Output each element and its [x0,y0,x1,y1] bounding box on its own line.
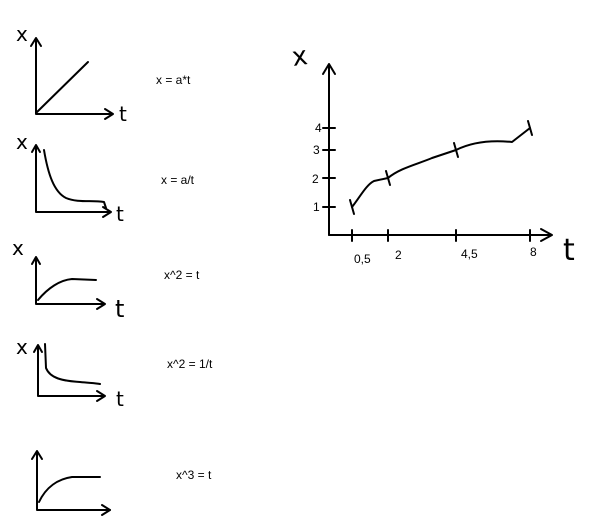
mini-graph-sqrt-curve [37,278,97,301]
mini-graph-sqrt-y-arrow [31,256,41,265]
mini-graph-inverse-sqrt-x-label: x [16,335,28,359]
x-tick-label-4: 4 [315,121,322,135]
mini-graph-linear-x-label: x [16,22,28,46]
mini-graph-inverse-sqrt-curve [44,343,101,385]
mini-graph-linear-y-arrow [30,37,42,47]
mini-graph-cbrt-x-arrow [101,504,111,516]
main-graph-point-4 [527,120,533,136]
mini-graph-inverse-curve [43,149,107,209]
formula-label-inverse: x = a/t [161,173,195,187]
formula-label-inverse-sqrt: x^2 = 1/t [167,357,213,371]
main-graph-points [349,120,533,215]
t-tick-label-2: 2 [395,248,402,262]
mini-graph-linear [30,37,114,120]
mini-graph-cbrt-axes [36,451,111,511]
formula-label-sqrt: x^2 = t [164,268,200,282]
mini-graph-linear-curve [36,61,89,113]
mini-graph-sqrt-axes [35,257,105,305]
mini-graph-sqrt-x-arrow [96,298,106,310]
mini-graph-sqrt [31,256,106,310]
t-tick-label-8: 8 [530,245,537,259]
mini-graph-linear-t-label: t [119,102,127,126]
x-tick-label-3: 3 [313,143,320,157]
main-graph-t-label: t [563,233,575,268]
x-tick-label-1: 1 [313,200,320,214]
mini-graph-inverse-sqrt-axes [37,345,105,397]
formula-label-cbrt: x^3 = t [176,468,212,482]
mini-graph-inverse-sqrt-y-arrow [33,344,43,353]
main-graph-curve [351,127,531,208]
mini-graph-cbrt-y-arrow [31,450,43,460]
mini-graph-linear-x-arrow [104,108,114,120]
mini-graph-inverse-sqrt-t-label: t [116,387,124,411]
t-tick-label-0-5: 0,5 [354,252,371,266]
mini-graph-cbrt [31,450,111,516]
mini-graph-sqrt-t-label: t [115,295,125,323]
mini-graph-inverse-y-arrow [31,144,41,153]
mini-graph-inverse-t-label: t [116,202,124,226]
mini-graph-inverse-sqrt [33,343,106,402]
main-graph-point-3 [453,142,459,158]
mini-graph-linear-axes [35,39,113,115]
mini-graph-sqrt-x-label: x [12,236,24,260]
mini-graph-inverse-sqrt-x-arrow [96,390,106,402]
x-tick-label-2: 2 [312,172,319,186]
main-graph-point-1 [349,199,355,215]
mini-graph-inverse [31,144,112,218]
mini-graph-inverse-x-label: x [16,130,28,154]
mini-graph-cbrt-curve [38,476,101,503]
main-graph-t-arrow [540,228,553,242]
t-tick-label-4-5: 4,5 [461,247,478,261]
main-graph-point-2 [385,170,391,186]
main-graph-y-arrow [322,63,336,75]
mini-graph-inverse-axes [35,145,111,213]
main-graph-ticks [322,127,531,242]
main-graph-axes [322,63,553,242]
formula-label-linear: x = a*t [156,73,191,87]
